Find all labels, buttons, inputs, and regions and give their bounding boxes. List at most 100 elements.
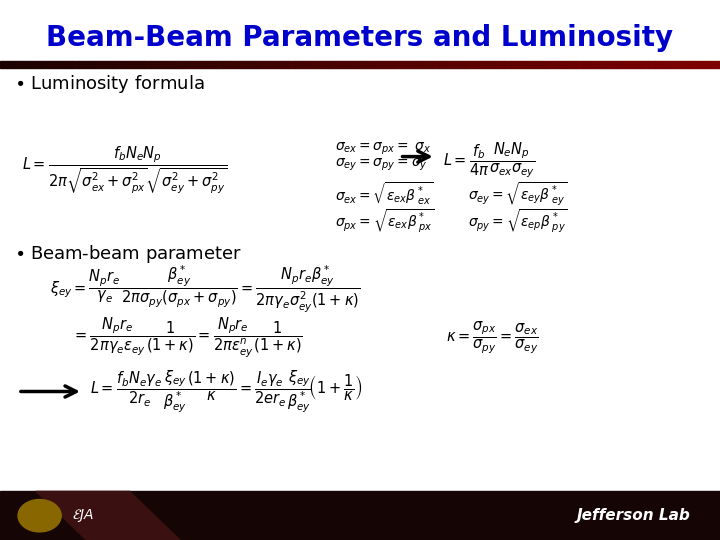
- Bar: [439, 61, 446, 68]
- Text: $\sigma_{ey} = \sqrt{\varepsilon_{ey}\beta^*_{\;ey}}$: $\sigma_{ey} = \sqrt{\varepsilon_{ey}\be…: [468, 181, 567, 208]
- Text: $\sigma_{ey} = \sigma_{py} = \sigma_y$: $\sigma_{ey} = \sigma_{py} = \sigma_y$: [335, 157, 428, 173]
- Bar: [281, 61, 288, 68]
- Bar: [475, 61, 482, 68]
- Bar: [94, 61, 101, 68]
- Bar: [396, 61, 403, 68]
- Bar: [713, 61, 720, 68]
- Bar: [245, 61, 252, 68]
- Bar: [454, 61, 461, 68]
- Bar: [202, 61, 209, 68]
- Bar: [648, 61, 655, 68]
- Bar: [425, 61, 432, 68]
- Text: $= \dfrac{N_p r_e}{2\pi\gamma_e\varepsilon_{ey}}\dfrac{1}{(1+\kappa)} = \dfrac{N: $= \dfrac{N_p r_e}{2\pi\gamma_e\varepsil…: [72, 315, 303, 360]
- Bar: [22, 61, 29, 68]
- Bar: [410, 61, 418, 68]
- Bar: [216, 61, 223, 68]
- Bar: [432, 61, 439, 68]
- Bar: [230, 61, 238, 68]
- Text: $\xi_{ey} = \dfrac{N_p r_e}{\gamma_e}\dfrac{\beta^*_{ey}}{2\pi\sigma_{py}(\sigma: $\xi_{ey} = \dfrac{N_p r_e}{\gamma_e}\df…: [50, 264, 361, 314]
- Bar: [554, 61, 562, 68]
- Bar: [590, 61, 598, 68]
- Bar: [259, 61, 266, 68]
- Bar: [187, 61, 194, 68]
- Bar: [403, 61, 410, 68]
- Bar: [353, 61, 360, 68]
- Bar: [482, 61, 490, 68]
- Bar: [173, 61, 180, 68]
- Bar: [0, 61, 7, 68]
- Bar: [583, 61, 590, 68]
- Text: $\sigma_{ex} = \sigma_{px}{=}\;\sigma_x$: $\sigma_{ex} = \sigma_{px}{=}\;\sigma_x$: [335, 140, 431, 157]
- Text: $\bullet\;$Luminosity formula: $\bullet\;$Luminosity formula: [14, 73, 205, 94]
- Bar: [108, 61, 115, 68]
- Bar: [360, 61, 367, 68]
- Bar: [619, 61, 626, 68]
- Text: Jefferson Lab: Jefferson Lab: [577, 508, 690, 523]
- Bar: [547, 61, 554, 68]
- Bar: [626, 61, 634, 68]
- Bar: [605, 61, 612, 68]
- Bar: [641, 61, 648, 68]
- Bar: [65, 61, 72, 68]
- Bar: [209, 61, 216, 68]
- Bar: [130, 61, 137, 68]
- Bar: [122, 61, 130, 68]
- Bar: [302, 61, 310, 68]
- Bar: [180, 61, 187, 68]
- Bar: [158, 61, 166, 68]
- Bar: [461, 61, 468, 68]
- Bar: [194, 61, 202, 68]
- Bar: [346, 61, 353, 68]
- Bar: [706, 61, 713, 68]
- Bar: [238, 61, 245, 68]
- Bar: [655, 61, 662, 68]
- Bar: [338, 61, 346, 68]
- Bar: [58, 61, 65, 68]
- Bar: [252, 61, 259, 68]
- Bar: [115, 61, 122, 68]
- Bar: [274, 61, 281, 68]
- Bar: [468, 61, 475, 68]
- Bar: [29, 61, 36, 68]
- Bar: [670, 61, 677, 68]
- Bar: [144, 61, 151, 68]
- Bar: [634, 61, 641, 68]
- Bar: [698, 61, 706, 68]
- Text: $L = \dfrac{f_b N_e N_p}{2\pi\sqrt{\sigma_{ex}^{2}+\sigma_{px}^{2}}\sqrt{\sigma_: $L = \dfrac{f_b N_e N_p}{2\pi\sqrt{\sigm…: [22, 144, 228, 196]
- Bar: [389, 61, 396, 68]
- Bar: [295, 61, 302, 68]
- Bar: [490, 61, 497, 68]
- Bar: [504, 61, 511, 68]
- Bar: [374, 61, 382, 68]
- Bar: [288, 61, 295, 68]
- Bar: [662, 61, 670, 68]
- Bar: [677, 61, 684, 68]
- Text: $L = \dfrac{f_b}{4\pi}\dfrac{N_e N_p}{\sigma_{ex}\sigma_{ey}}$: $L = \dfrac{f_b}{4\pi}\dfrac{N_e N_p}{\s…: [443, 140, 535, 179]
- Bar: [540, 61, 547, 68]
- Bar: [43, 61, 50, 68]
- Bar: [7, 61, 14, 68]
- Text: $\sigma_{py} = \sqrt{\varepsilon_{ep}\beta^*_{\;py}}$: $\sigma_{py} = \sqrt{\varepsilon_{ep}\be…: [468, 208, 568, 235]
- Bar: [324, 61, 331, 68]
- Bar: [367, 61, 374, 68]
- Bar: [72, 61, 79, 68]
- Bar: [86, 61, 94, 68]
- Bar: [36, 61, 43, 68]
- Bar: [526, 61, 533, 68]
- Bar: [576, 61, 583, 68]
- Text: $\sigma_{px} = \sqrt{\varepsilon_{ex}\beta^*_{\;px}}$: $\sigma_{px} = \sqrt{\varepsilon_{ex}\be…: [335, 208, 434, 235]
- Polygon shape: [36, 491, 180, 540]
- Bar: [382, 61, 389, 68]
- Bar: [612, 61, 619, 68]
- Bar: [518, 61, 526, 68]
- Bar: [0, 491, 720, 540]
- Bar: [691, 61, 698, 68]
- Bar: [684, 61, 691, 68]
- Circle shape: [18, 500, 61, 532]
- Bar: [331, 61, 338, 68]
- Bar: [151, 61, 158, 68]
- Bar: [166, 61, 173, 68]
- Text: $\sigma_{ex} = \sqrt{\varepsilon_{ex}\beta^*_{\;ex}}$: $\sigma_{ex} = \sqrt{\varepsilon_{ex}\be…: [335, 181, 433, 207]
- Text: Beam-Beam Parameters and Luminosity: Beam-Beam Parameters and Luminosity: [46, 24, 674, 52]
- Bar: [598, 61, 605, 68]
